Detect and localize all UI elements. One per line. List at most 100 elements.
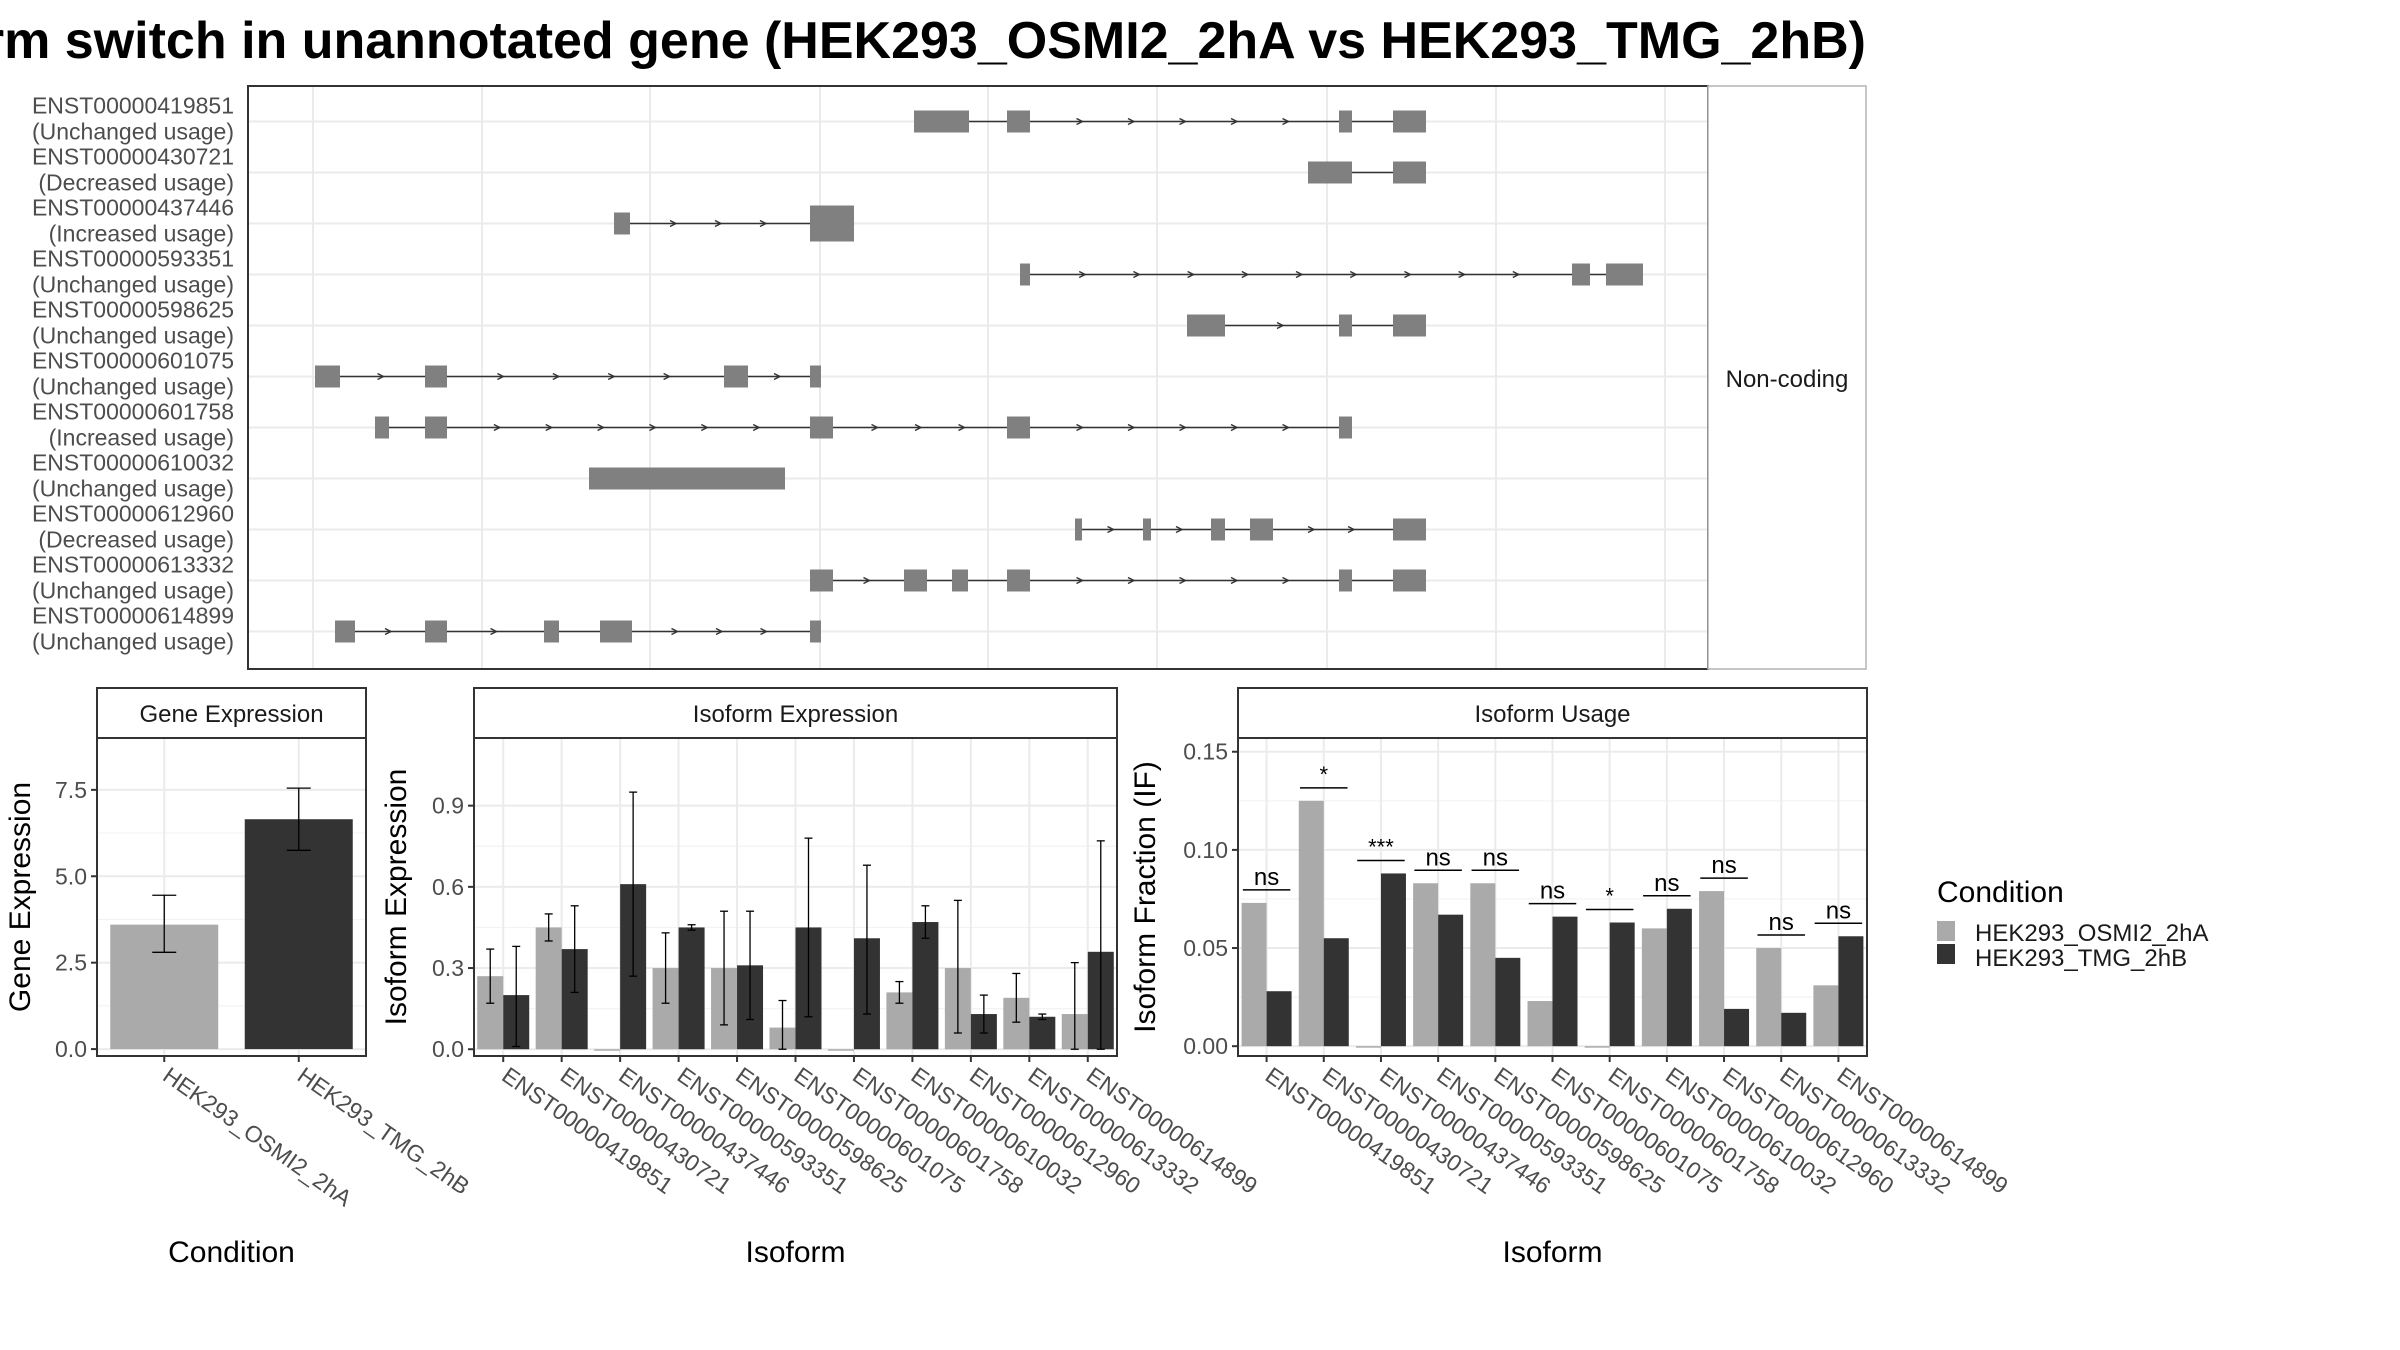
intron-arrow	[1127, 576, 1136, 585]
bar	[912, 922, 939, 1050]
exon-block	[1250, 518, 1273, 541]
bar	[827, 1049, 854, 1051]
bar	[1609, 922, 1635, 1047]
intron-arrow	[871, 423, 880, 432]
structure-panel: ENST00000419851(Unchanged usage)ENST0000…	[32, 85, 1867, 670]
exon-block	[1339, 569, 1352, 592]
plot-border	[96, 737, 367, 1057]
exon-block	[1393, 569, 1426, 592]
bar	[1666, 908, 1692, 1047]
y-tick-label: 0.9	[432, 793, 464, 819]
panel-strip	[1237, 687, 1868, 739]
isoform-usage-label: (Increased usage)	[49, 425, 234, 451]
exon-block	[1339, 110, 1352, 133]
legend-label-b: HEK293_TMG_2hB	[1975, 945, 2187, 972]
y-tick-label: 5.0	[55, 863, 87, 889]
exon-block	[952, 569, 968, 592]
y-tick-label: 7.5	[55, 777, 87, 803]
isoform-id-label: ENST00000613332	[32, 552, 234, 578]
significance-label: ns	[1483, 844, 1508, 871]
bar	[1029, 1016, 1056, 1050]
isoform-usage-label: (Decreased usage)	[38, 527, 234, 553]
exon-block	[544, 620, 559, 643]
intron-arrow	[773, 372, 782, 381]
intron-arrow	[1282, 423, 1291, 432]
exon-block	[425, 620, 447, 643]
exon-block	[335, 620, 355, 643]
intron-arrow	[1347, 525, 1356, 534]
exon-block	[810, 205, 854, 242]
significance-label: *	[1605, 884, 1614, 909]
intron-arrow	[1512, 270, 1521, 279]
exon-block	[375, 416, 389, 439]
bar	[1838, 936, 1864, 1047]
significance-label: ns	[1826, 897, 1851, 924]
intron-arrow	[1175, 525, 1184, 534]
y-axis-title: Isoform Fraction (IF)	[1129, 761, 1162, 1033]
significance-label: ***	[1368, 834, 1394, 859]
intron-arrow	[545, 423, 554, 432]
exon-block	[1007, 569, 1030, 592]
y-tick-label: 0.0	[55, 1036, 87, 1062]
isoform-usage-label: (Increased usage)	[49, 221, 234, 247]
intron-arrow	[1179, 576, 1188, 585]
bar	[1495, 957, 1521, 1047]
exon-block	[1393, 110, 1426, 133]
bar	[1756, 948, 1782, 1047]
intron-arrow	[1076, 117, 1085, 126]
intron-arrow	[1276, 321, 1285, 330]
bar	[1266, 991, 1292, 1047]
significance-label: ns	[1711, 852, 1736, 879]
y-tick-label: 0.0	[432, 1036, 464, 1062]
intron-arrow	[1076, 423, 1085, 432]
intron-arrow	[663, 372, 672, 381]
y-tick-label: 0.00	[1183, 1033, 1228, 1059]
intron-arrow	[649, 423, 657, 432]
bar	[594, 1049, 621, 1051]
exon-block	[904, 569, 927, 592]
intron-arrow	[669, 219, 678, 228]
legend-key-b	[1937, 944, 1955, 964]
intron-arrow	[1230, 576, 1239, 585]
bar	[678, 927, 705, 1050]
bar	[1584, 1046, 1610, 1048]
exon-block	[1308, 161, 1352, 184]
exon-block	[1339, 314, 1352, 337]
exon-block	[914, 110, 969, 133]
significance-label: ns	[1654, 870, 1679, 897]
exon-block	[614, 212, 630, 235]
exon-block	[1393, 518, 1426, 541]
isoform-id-label: ENST00000419851	[32, 93, 234, 119]
bar	[1298, 800, 1324, 1047]
intron-arrow	[377, 372, 386, 381]
panel-strip-label: Isoform Expression	[693, 701, 898, 728]
intron-arrow	[715, 627, 724, 636]
isoform-usage-label: (Unchanged usage)	[32, 476, 234, 502]
x-axis-title: Isoform	[1502, 1236, 1602, 1269]
exon-block	[1339, 416, 1352, 439]
bar	[1699, 891, 1725, 1047]
exon-block	[425, 416, 447, 439]
exon-block	[589, 467, 785, 490]
exon-block	[425, 365, 447, 388]
y-tick-label: 2.5	[55, 950, 87, 976]
exon-block	[1187, 314, 1225, 337]
intron-arrow	[760, 627, 769, 636]
intron-arrow	[1230, 423, 1239, 432]
intron-arrow	[607, 372, 616, 381]
legend-label-a: HEK293_OSMI2_2hA	[1975, 920, 2208, 947]
exon-block	[810, 620, 821, 643]
bar	[1781, 1012, 1807, 1047]
intron-arrow	[1179, 423, 1188, 432]
intron-arrow	[1241, 270, 1250, 279]
exon-block	[315, 365, 340, 388]
isoform-id-label: ENST00000610032	[32, 450, 234, 476]
intron-arrow	[863, 576, 872, 585]
intron-arrow	[1179, 117, 1188, 126]
significance-label: ns	[1769, 909, 1794, 936]
exon-block	[1143, 518, 1151, 541]
intron-arrow	[552, 372, 561, 381]
bar	[1641, 928, 1667, 1047]
exon-block	[1606, 263, 1643, 286]
y-tick-label: 0.3	[432, 955, 464, 981]
